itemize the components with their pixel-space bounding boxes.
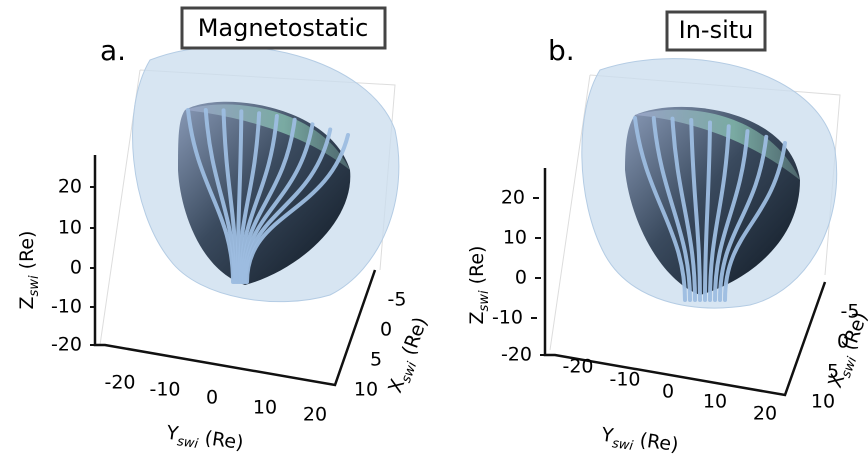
axis-unit: (Re)	[466, 246, 488, 285]
panel-letter: b.	[548, 34, 575, 67]
axis-unit: (Re)	[203, 427, 245, 454]
axis-subscript: swi	[176, 434, 199, 452]
axis-label: Yswi(Re)	[164, 421, 245, 458]
panel-b-surface	[550, 59, 840, 350]
z-tick-label: 20	[501, 187, 525, 209]
axis-symbol: Z	[16, 296, 38, 309]
y-tick-label: 10	[253, 397, 277, 419]
axis-label: Yswi(Re)	[599, 423, 680, 460]
z-tick-label: -20	[51, 334, 82, 356]
x-tick-label: 0	[380, 319, 392, 341]
x-tick-label: 10	[811, 391, 835, 413]
axis-unit: (Re)	[397, 314, 431, 358]
z-tick-label: 20	[58, 176, 82, 198]
z-tick-label: -10	[51, 296, 82, 318]
y-tick-label: 0	[206, 387, 218, 409]
z-tick-label: -10	[492, 307, 523, 329]
panel-title: Magnetostatic	[198, 14, 369, 42]
x-tick-label: 5	[370, 349, 382, 371]
z-tick-label: 10	[503, 227, 527, 249]
z-tick-label: 0	[515, 267, 527, 289]
axis-subscript: swi	[27, 275, 42, 296]
axis-symbol: Z	[466, 311, 488, 324]
y-tick-label: 0	[662, 381, 674, 403]
panel-title: In-situ	[679, 16, 754, 44]
y-tick-label: -20	[104, 372, 135, 394]
axis-subscript: swi	[611, 436, 634, 454]
y-tick-label: -20	[562, 356, 593, 378]
x-tick-label: 10	[354, 379, 378, 401]
axis-unit: (Re)	[638, 429, 680, 456]
panel-letter: a.	[100, 34, 126, 67]
y-tick-label: 10	[703, 391, 727, 413]
panel-a-surface	[100, 46, 399, 345]
y-tick-label: 20	[753, 403, 777, 425]
axis-label: Zswi (Re)	[16, 231, 43, 310]
axis-label: Zswi (Re)	[466, 246, 493, 325]
axis-subscript: swi	[399, 360, 420, 385]
axis-subscript: swi	[477, 290, 492, 311]
z-tick-label: -20	[501, 344, 532, 366]
axis-unit: (Re)	[16, 231, 38, 270]
axis-subscript: swi	[839, 355, 860, 380]
z-tick-label: 10	[58, 217, 82, 239]
y-tick-label: -10	[149, 379, 180, 401]
x-tick-label: -5	[388, 289, 407, 311]
y-tick-label: -10	[609, 369, 640, 391]
y-tick-label: 20	[303, 404, 327, 426]
z-tick-label: 0	[70, 257, 82, 279]
